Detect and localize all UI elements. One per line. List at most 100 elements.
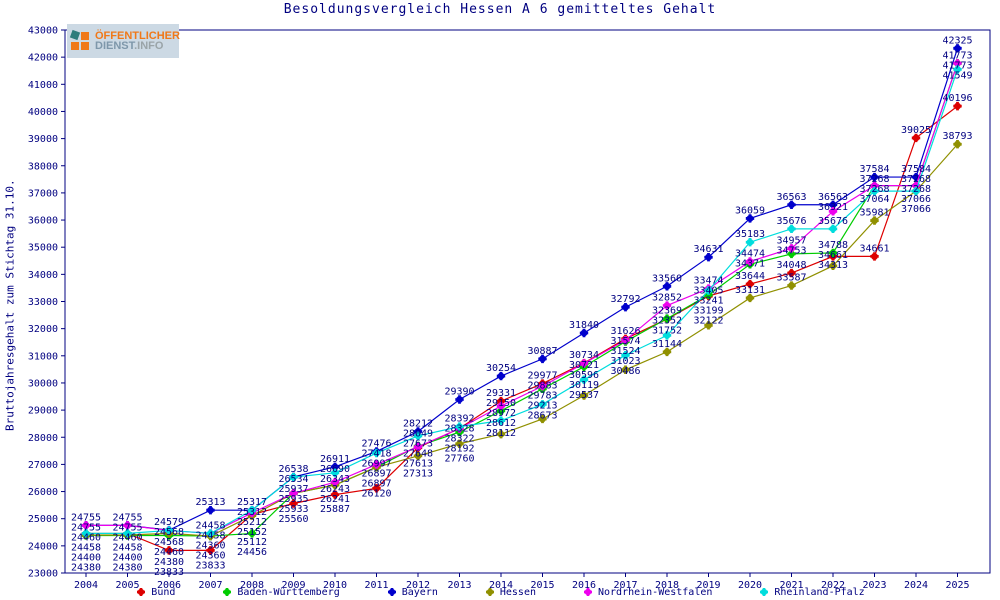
data-point-marker [788, 282, 795, 289]
point-label: 35676 [776, 216, 806, 227]
logo-line2: DIENST.INFO [95, 40, 164, 52]
data-point-marker [829, 262, 837, 270]
point-label: 24579 [154, 517, 184, 528]
point-label: 24460 [154, 547, 184, 558]
logo-square-orange [81, 32, 89, 40]
legend-label-nordrhein-westfalen: Nordrhein-Westfalen [598, 586, 713, 598]
series-line-nordrhein-westfalen [86, 63, 959, 535]
point-label: 34313 [818, 260, 848, 271]
x-tick-label: 2018 [655, 580, 679, 591]
point-label: 35981 [859, 208, 889, 219]
data-point-marker [663, 283, 671, 290]
y-tick-label: 32000 [28, 324, 58, 335]
data-point-marker [871, 187, 878, 195]
data-point-marker [331, 469, 339, 476]
data-point-marker [331, 479, 339, 486]
point-label: 25313 [195, 497, 225, 508]
data-point-marker [663, 302, 671, 309]
data-point-marker [373, 485, 380, 492]
point-label: 37584 [859, 164, 889, 175]
point-label: 24400 [112, 552, 142, 563]
legend-item-rheinland-pfalz: Rheinland-Pfalz [758, 586, 865, 598]
point-label: 31524 [610, 346, 640, 357]
legend: Bund Baden-Württemberg Bayern Hessen Nordrhe… [0, 586, 1000, 598]
data-point-marker [622, 337, 629, 344]
point-label: 31626 [610, 326, 640, 337]
point-label: 28212 [403, 418, 433, 429]
y-tick-label: 34000 [28, 270, 58, 281]
legend-marker-hessen [485, 588, 494, 596]
data-point-marker [388, 588, 395, 596]
point-label: 30721 [569, 360, 599, 371]
point-label: 32352 [652, 316, 682, 327]
legend-item-hessen: Hessen [484, 586, 536, 598]
x-tick-label: 2024 [904, 580, 928, 591]
data-point-marker [224, 588, 231, 596]
y-tick-label: 35000 [28, 243, 58, 254]
point-label: 24755 [71, 512, 101, 523]
legend-marker-bayern [387, 588, 396, 596]
data-point-marker [622, 366, 629, 373]
logo-square-teal [69, 29, 81, 41]
point-label: 27476 [361, 438, 391, 449]
data-point-marker [788, 250, 795, 258]
point-label: 25935 [278, 494, 308, 505]
series-rheinland-pfalz [81, 65, 962, 538]
point-label: 25560 [278, 514, 308, 525]
data-point-marker [331, 491, 339, 498]
point-label: 28612 [486, 418, 516, 429]
point-label: 29537 [569, 390, 599, 401]
point-label: 25317 [237, 497, 267, 508]
point-label: 35183 [735, 229, 765, 240]
x-tick-label: 2004 [74, 580, 98, 591]
data-point-marker [165, 547, 173, 554]
series-nordrhein-westfalen [81, 59, 962, 538]
data-point-marker [912, 173, 920, 181]
point-label: 28328 [444, 424, 474, 435]
point-label: 30486 [610, 366, 640, 377]
series-line-hessen [86, 143, 958, 537]
data-point-marker [497, 407, 505, 415]
point-label: 25937 [278, 484, 308, 495]
point-label: 26690 [320, 464, 350, 475]
data-point-marker [124, 530, 131, 537]
point-label: 32792 [610, 294, 640, 305]
data-point-marker [871, 173, 878, 181]
legend-label-hessen: Hessen [499, 586, 536, 598]
data-point-marker [705, 287, 712, 294]
point-label: 31752 [652, 326, 682, 337]
x-tick-label: 2023 [862, 580, 886, 591]
data-point-marker [788, 269, 795, 277]
data-point-marker [580, 329, 588, 337]
point-label: 25112 [237, 537, 267, 548]
legend-item-nordrhein-westfalen: Nordrhein-Westfalen [582, 586, 712, 598]
y-tick-label: 37000 [28, 188, 58, 199]
data-point-marker [497, 372, 505, 380]
point-label: 37584 [901, 164, 931, 175]
data-point-marker [871, 253, 878, 260]
data-point-marker [761, 588, 768, 596]
point-label: 37268 [901, 184, 931, 195]
point-label: 30596 [569, 370, 599, 381]
point-label: 33560 [652, 273, 682, 284]
series-line-rheinland-pfalz [86, 69, 959, 535]
point-label: 36563 [818, 192, 848, 203]
data-point-marker [248, 507, 256, 514]
data-point-marker [954, 141, 961, 148]
x-tick-label: 2009 [281, 580, 305, 591]
point-label: 30119 [569, 380, 599, 391]
data-point-marker [580, 376, 588, 383]
point-label: 34788 [818, 240, 848, 251]
data-point-marker [788, 201, 795, 208]
y-tick-label: 29000 [28, 406, 58, 417]
point-label: 29783 [527, 391, 557, 402]
point-label: 32122 [693, 316, 723, 327]
point-label: 35676 [818, 216, 848, 227]
point-label: 26243 [320, 484, 350, 495]
legend-marker-nordrhein-westfalen [584, 588, 592, 596]
y-tick-label: 39000 [28, 134, 58, 145]
point-label: 23833 [154, 567, 184, 578]
data-point-marker [912, 134, 920, 142]
x-tick-label: 2020 [738, 580, 762, 591]
x-tick-label: 2022 [821, 580, 845, 591]
